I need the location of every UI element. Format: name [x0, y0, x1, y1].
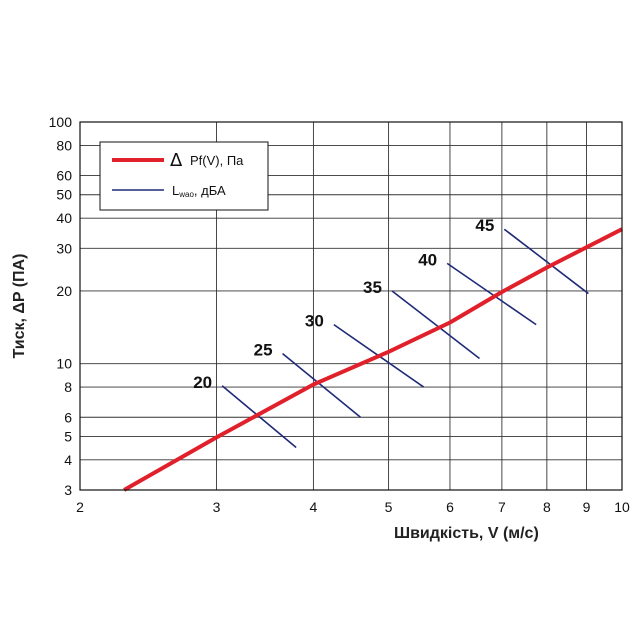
y-tick-label-9: 50 [56, 187, 72, 203]
legend: Δ Pf(V), Па Lwao, дБА [99, 141, 269, 211]
noise-label-35: 35 [363, 278, 382, 297]
x-tick-label-4: 6 [446, 499, 454, 515]
noise-line-20 [221, 385, 297, 449]
legend-pressure-label: Pf(V), Па [190, 153, 244, 168]
y-tick-label-7: 30 [56, 240, 72, 256]
legend-noise-sub: wao [178, 190, 194, 199]
noise-label-40: 40 [418, 250, 437, 269]
y-tick-label-10: 60 [56, 168, 72, 184]
x-tick-label-5: 7 [498, 499, 506, 515]
legend-box [99, 141, 269, 211]
x-tick-labels: 2 3 4 5 6 7 8 9 10 [76, 499, 630, 515]
legend-noise-rest: , дБА [194, 183, 226, 198]
noise-label-25: 25 [254, 341, 273, 360]
noise-line-25 [282, 353, 361, 418]
legend-pressure-symbol: Δ [170, 150, 183, 171]
y-tick-label-8: 40 [56, 210, 72, 226]
noise-label-20: 20 [193, 373, 212, 392]
noise-line-45 [503, 228, 589, 295]
legend-noise-label: Lwao, дБА [172, 183, 226, 199]
noise-line-40 [446, 262, 537, 326]
noise-labels-group: 20 25 30 35 40 45 [193, 216, 494, 392]
x-tick-label-6: 8 [543, 499, 551, 515]
y-axis-title: Тиск, ΔP (ПА) [11, 254, 28, 359]
y-tick-label-5: 10 [56, 356, 72, 372]
y-tick-labels: 3 4 5 6 8 10 20 30 40 50 60 80 100 [49, 114, 73, 498]
noise-lines-group [221, 228, 589, 449]
x-tick-label-2: 4 [310, 499, 318, 515]
noise-line-35 [391, 290, 480, 360]
noise-label-30: 30 [305, 312, 324, 331]
y-tick-label-2: 5 [64, 428, 72, 444]
y-tick-label-1: 4 [64, 452, 72, 468]
y-tick-label-12: 100 [49, 114, 73, 130]
y-tick-label-0: 3 [64, 482, 72, 498]
x-tick-label-7: 9 [583, 499, 591, 515]
x-tick-label-0: 2 [76, 499, 84, 515]
y-tick-label-4: 8 [64, 379, 72, 395]
x-tick-label-1: 3 [213, 499, 221, 515]
y-tick-label-6: 20 [56, 283, 72, 299]
y-tick-label-11: 80 [56, 137, 72, 153]
x-tick-label-8: 10 [614, 499, 630, 515]
legend-noise-main: L [172, 183, 179, 198]
pressure-curve-group [123, 227, 623, 492]
x-axis-title: Швидкість, V (м/с) [394, 525, 539, 542]
x-tick-label-3: 5 [385, 499, 393, 515]
y-tick-label-3: 6 [64, 409, 72, 425]
plot-frame [79, 121, 623, 491]
noise-label-45: 45 [475, 216, 494, 235]
pressure-curve-line [123, 227, 623, 492]
